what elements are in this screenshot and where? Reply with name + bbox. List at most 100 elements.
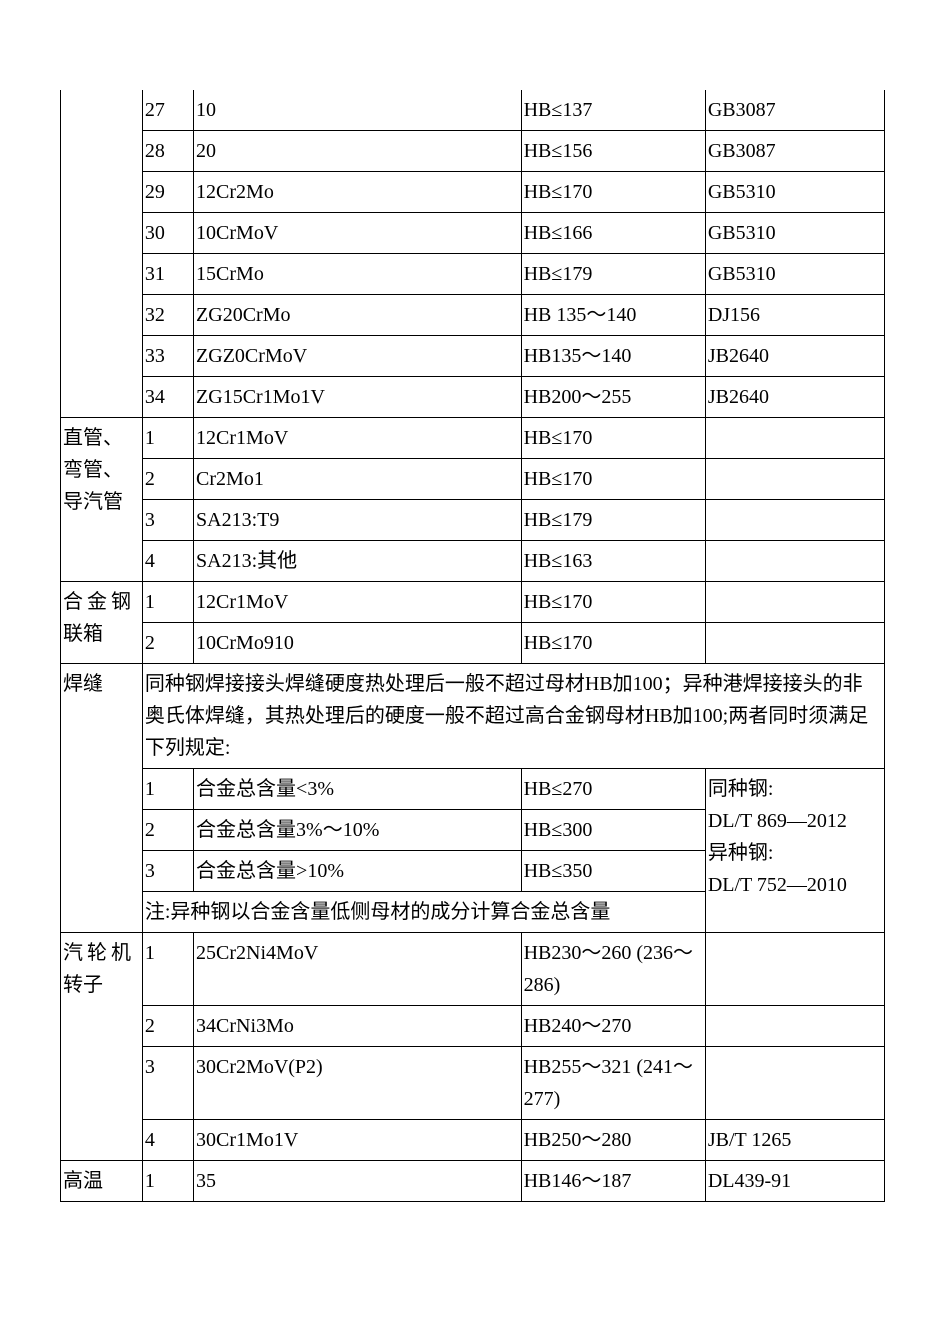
cell-material: 35 bbox=[194, 1161, 522, 1202]
table-row: 29 12Cr2Mo HB≤170 GB5310 bbox=[61, 172, 885, 213]
table-row: 4 SA213:其他 HB≤163 bbox=[61, 541, 885, 582]
cell-hardness: HB135～140 bbox=[521, 336, 705, 377]
cell-hardness: HB255～321 (241～277) bbox=[521, 1047, 705, 1120]
cell-index: 3 bbox=[142, 1047, 193, 1120]
document-page: 27 10 HB≤137 GB3087 28 20 HB≤156 GB3087 … bbox=[0, 0, 945, 1282]
table-row: 1 合金总含量<3% HB≤270 同种钢: DL/T 869―2012 异种钢… bbox=[61, 769, 885, 810]
cell-index: 1 bbox=[142, 582, 193, 623]
table-row: 2 34CrNi3Mo HB240～270 bbox=[61, 1006, 885, 1047]
table-row: 合金钢联箱 1 12Cr1MoV HB≤170 bbox=[61, 582, 885, 623]
cell-material: 12Cr1MoV bbox=[194, 418, 522, 459]
cell-standard bbox=[705, 582, 884, 623]
cell-hardness: HB≤170 bbox=[521, 582, 705, 623]
cell-material: SA213:T9 bbox=[194, 500, 522, 541]
cell-index: 32 bbox=[142, 295, 193, 336]
cell-category-turbine-rotor: 汽轮机转子 bbox=[61, 933, 143, 1161]
cell-standard: DL439-91 bbox=[705, 1161, 884, 1202]
cell-category-blank bbox=[61, 90, 143, 418]
cell-hardness: HB≤156 bbox=[521, 131, 705, 172]
label-text: 转子 bbox=[63, 974, 103, 996]
cell-material: ZG20CrMo bbox=[194, 295, 522, 336]
table-row: 2 10CrMo910 HB≤170 bbox=[61, 623, 885, 664]
cell-material: 12Cr1MoV bbox=[194, 582, 522, 623]
cell-hardness: HB≤163 bbox=[521, 541, 705, 582]
cell-material: 25Cr2Ni4MoV bbox=[194, 933, 522, 1006]
cell-index: 27 bbox=[142, 90, 193, 131]
cell-standard: GB3087 bbox=[705, 131, 884, 172]
table-row: 31 15CrMo HB≤179 GB5310 bbox=[61, 254, 885, 295]
table-row: 4 30Cr1Mo1V HB250～280 JB/T 1265 bbox=[61, 1120, 885, 1161]
cell-hardness: HB240～270 bbox=[521, 1006, 705, 1047]
cell-hardness: HB≤170 bbox=[521, 623, 705, 664]
cell-standard: GB5310 bbox=[705, 254, 884, 295]
cell-hardness: HB≤179 bbox=[521, 500, 705, 541]
cell-hardness: HB≤137 bbox=[521, 90, 705, 131]
cell-hardness: HB≤170 bbox=[521, 459, 705, 500]
cell-index: 34 bbox=[142, 377, 193, 418]
cell-hardness: HB230～260 (236～286) bbox=[521, 933, 705, 1006]
cell-material: 10 bbox=[194, 90, 522, 131]
cell-index: 28 bbox=[142, 131, 193, 172]
cell-index: 30 bbox=[142, 213, 193, 254]
label-text: 汽轮机 bbox=[63, 942, 135, 964]
cell-hardness: HB≤350 bbox=[521, 851, 705, 892]
cell-index: 33 bbox=[142, 336, 193, 377]
cell-material: Cr2Mo1 bbox=[194, 459, 522, 500]
cell-material: 30Cr1Mo1V bbox=[194, 1120, 522, 1161]
cell-material: 10CrMoV bbox=[194, 213, 522, 254]
table-row: 3 30Cr2MoV(P2) HB255～321 (241～277) bbox=[61, 1047, 885, 1120]
cell-standard bbox=[705, 623, 884, 664]
cell-standard: JB2640 bbox=[705, 336, 884, 377]
cell-category-weld: 焊缝 bbox=[61, 664, 143, 933]
cell-index: 1 bbox=[142, 1161, 193, 1202]
cell-standard bbox=[705, 459, 884, 500]
cell-index: 1 bbox=[142, 933, 193, 1006]
cell-material: 合金总含量3%～10% bbox=[194, 810, 522, 851]
cell-hardness: HB≤166 bbox=[521, 213, 705, 254]
cell-hardness: HB146～187 bbox=[521, 1161, 705, 1202]
cell-standard: GB5310 bbox=[705, 172, 884, 213]
table-row: 3 SA213:T9 HB≤179 bbox=[61, 500, 885, 541]
cell-index: 4 bbox=[142, 541, 193, 582]
cell-standard bbox=[705, 418, 884, 459]
cell-standard bbox=[705, 1006, 884, 1047]
cell-index: 31 bbox=[142, 254, 193, 295]
cell-standard: JB/T 1265 bbox=[705, 1120, 884, 1161]
cell-hardness: HB≤179 bbox=[521, 254, 705, 295]
table-row: 34 ZG15Cr1Mo1V HB200～255 JB2640 bbox=[61, 377, 885, 418]
cell-hardness: HB200～255 bbox=[521, 377, 705, 418]
cell-index: 3 bbox=[142, 500, 193, 541]
cell-hardness: HB≤170 bbox=[521, 418, 705, 459]
cell-hardness: HB≤170 bbox=[521, 172, 705, 213]
cell-material: 12Cr2Mo bbox=[194, 172, 522, 213]
cell-material: 30Cr2MoV(P2) bbox=[194, 1047, 522, 1120]
cell-category-straight-pipe: 直管、弯管、导汽管 bbox=[61, 418, 143, 582]
cell-standard: GB5310 bbox=[705, 213, 884, 254]
cell-index: 3 bbox=[142, 851, 193, 892]
cell-standard bbox=[705, 541, 884, 582]
cell-weld-note: 注:异种钢以合金含量低侧母材的成分计算合金总含量 bbox=[142, 892, 705, 933]
table-row: 焊缝 同种钢焊接接头焊缝硬度热处理后一般不超过母材HB加100；异种港焊接接头的… bbox=[61, 664, 885, 769]
cell-material: SA213:其他 bbox=[194, 541, 522, 582]
cell-material: 15CrMo bbox=[194, 254, 522, 295]
cell-material: ZGZ0CrMoV bbox=[194, 336, 522, 377]
cell-material: 10CrMo910 bbox=[194, 623, 522, 664]
cell-index: 2 bbox=[142, 623, 193, 664]
cell-hardness: HB250～280 bbox=[521, 1120, 705, 1161]
table-row: 32 ZG20CrMo HB 135～140 DJ156 bbox=[61, 295, 885, 336]
cell-standard bbox=[705, 1047, 884, 1120]
cell-standard bbox=[705, 500, 884, 541]
cell-index: 1 bbox=[142, 769, 193, 810]
cell-index: 2 bbox=[142, 459, 193, 500]
label-text: 合金钢 bbox=[63, 591, 135, 613]
cell-weld-description: 同种钢焊接接头焊缝硬度热处理后一般不超过母材HB加100；异种港焊接接头的非奥氏… bbox=[142, 664, 884, 769]
cell-standard: GB3087 bbox=[705, 90, 884, 131]
cell-hardness: HB≤300 bbox=[521, 810, 705, 851]
label-text: 联箱 bbox=[63, 623, 103, 645]
cell-material: 合金总含量<3% bbox=[194, 769, 522, 810]
table-row: 汽轮机转子 1 25Cr2Ni4MoV HB230～260 (236～286) bbox=[61, 933, 885, 1006]
hardness-table: 27 10 HB≤137 GB3087 28 20 HB≤156 GB3087 … bbox=[60, 90, 885, 1202]
table-row: 2 Cr2Mo1 HB≤170 bbox=[61, 459, 885, 500]
cell-index: 2 bbox=[142, 810, 193, 851]
cell-standard: JB2640 bbox=[705, 377, 884, 418]
